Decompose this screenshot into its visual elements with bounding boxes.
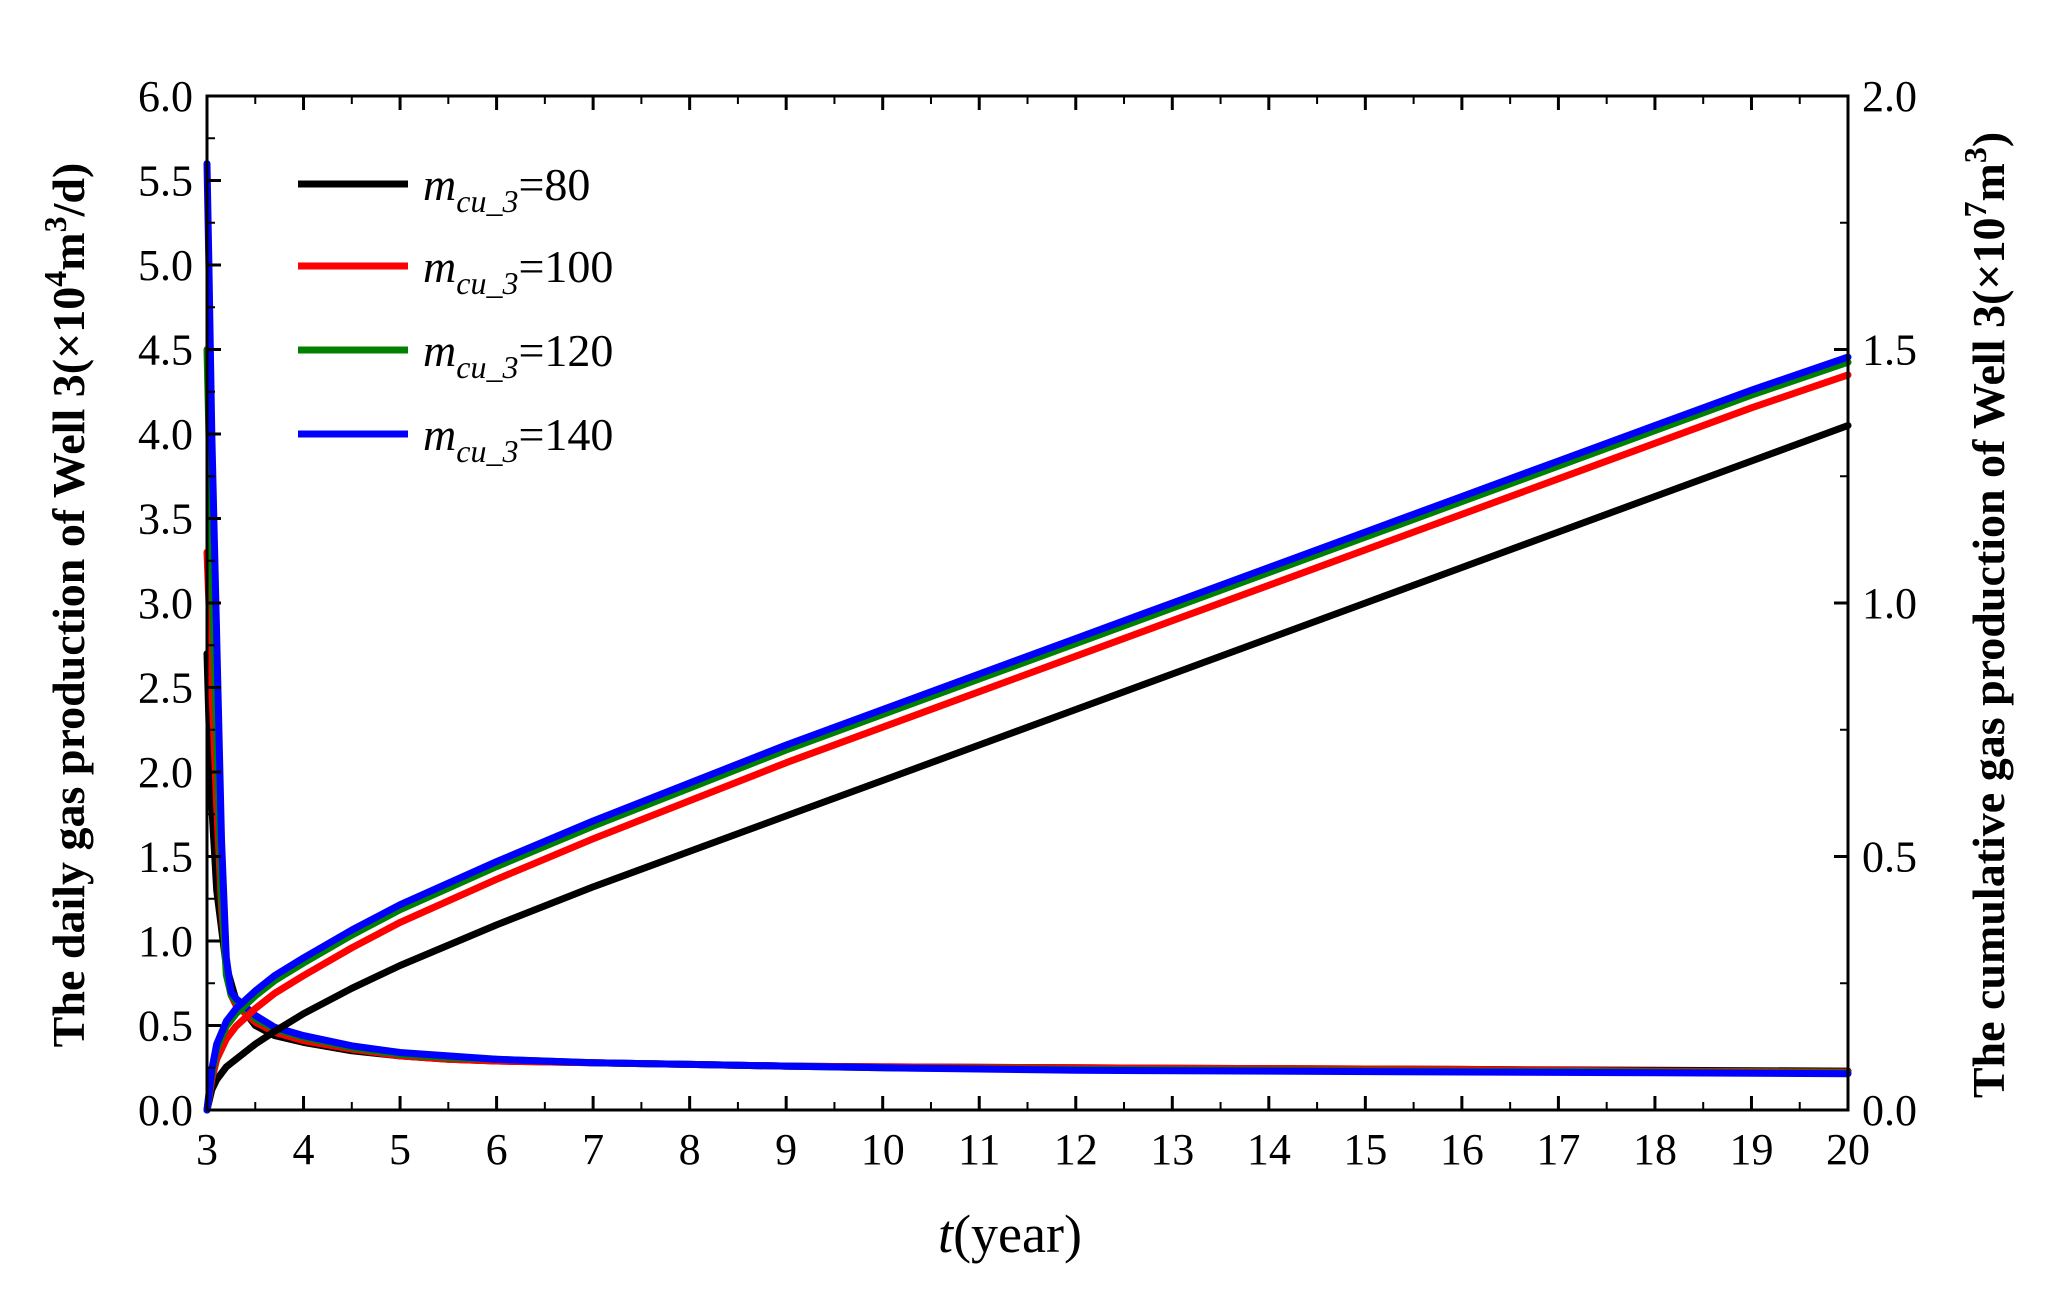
legend: mcu_3=80 mcu_3=100 mcu_3=120 mcu_3=140 xyxy=(298,159,613,469)
legend-label: mcu_3=140 xyxy=(423,409,613,469)
series-line xyxy=(203,422,1852,1114)
legend-item: mcu_3=140 xyxy=(298,409,613,469)
x-tick-label: 11 xyxy=(958,1125,1000,1174)
y-left-tick-label: 5.5 xyxy=(138,157,193,206)
y-left-tick-label: 3.5 xyxy=(138,495,193,544)
x-tick-label: 9 xyxy=(775,1125,797,1174)
y-left-tick-label: 1.5 xyxy=(138,833,193,882)
x-tick-label: 13 xyxy=(1150,1125,1194,1174)
x-tick-label: 4 xyxy=(293,1125,315,1174)
x-tick-label: 20 xyxy=(1826,1125,1870,1174)
series-line xyxy=(203,160,1852,1078)
y-right-tick-label: 2.0 xyxy=(1862,72,1917,121)
legend-label: mcu_3=120 xyxy=(423,325,613,385)
y-right-tick-label: 1.5 xyxy=(1862,326,1917,375)
x-tick-label: 17 xyxy=(1536,1125,1580,1174)
y-right-tick-label: 1.0 xyxy=(1862,579,1917,628)
series-line xyxy=(203,548,1852,1076)
x-tick-label: 16 xyxy=(1440,1125,1484,1174)
y-left-tick-label: 0.0 xyxy=(138,1086,193,1135)
x-tick-label: 15 xyxy=(1343,1125,1387,1174)
legend-item: mcu_3=120 xyxy=(298,325,613,385)
x-tick-label: 19 xyxy=(1729,1125,1773,1174)
series-line xyxy=(203,371,1852,1114)
x-tick-label: 14 xyxy=(1247,1125,1291,1174)
y-left-tick-label: 0.5 xyxy=(138,1002,193,1051)
x-tick-label: 7 xyxy=(582,1125,604,1174)
y-right-tick-label: 0.5 xyxy=(1862,833,1917,882)
y-left-tick-label: 4.0 xyxy=(138,410,193,459)
x-axis-var: t xyxy=(938,1204,955,1264)
x-tick-label: 8 xyxy=(679,1125,701,1174)
series-layer xyxy=(203,160,1852,1114)
x-tick-label: 3 xyxy=(196,1125,218,1174)
axes-layer: 3 4 5 6 7 8 9 10 11 12 13 14 15 16 17 18 19 200.00.51.01.… xyxy=(138,72,1917,1174)
y-left-tick-label: 3.0 xyxy=(138,579,193,628)
x-tick-label: 6 xyxy=(486,1125,508,1174)
y-left-tick-label: 2.0 xyxy=(138,748,193,797)
y-left-tick-label: 2.5 xyxy=(138,664,193,713)
legend-label: mcu_3=100 xyxy=(423,241,613,301)
y-left-tick-label: 5.0 xyxy=(138,241,193,290)
legend-item: mcu_3=100 xyxy=(298,241,613,301)
x-tick-label: 5 xyxy=(389,1125,411,1174)
x-tick-label: 10 xyxy=(861,1125,905,1174)
x-tick-label: 18 xyxy=(1633,1125,1677,1174)
series-line xyxy=(203,358,1852,1114)
legend-item: mcu_3=80 xyxy=(298,159,590,219)
y-right-tick-label: 0.0 xyxy=(1862,1086,1917,1135)
y-axis-title-left: The daily gas production of Well 3(×104m… xyxy=(37,163,94,1048)
y-left-tick-label: 1.0 xyxy=(138,917,193,966)
y-left-tick-label: 6.0 xyxy=(138,72,193,121)
x-tick-label: 12 xyxy=(1054,1125,1098,1174)
series-line xyxy=(203,353,1852,1114)
x-axis-title: t(year) xyxy=(938,1204,1082,1264)
y-left-tick-label: 4.5 xyxy=(138,326,193,375)
x-axis-unit: (year) xyxy=(953,1204,1082,1264)
legend-label: mcu_3=80 xyxy=(423,159,590,219)
y-axis-title-right: The cumulative gas production of Well 3(… xyxy=(1957,132,2014,1098)
series-line xyxy=(203,650,1852,1075)
